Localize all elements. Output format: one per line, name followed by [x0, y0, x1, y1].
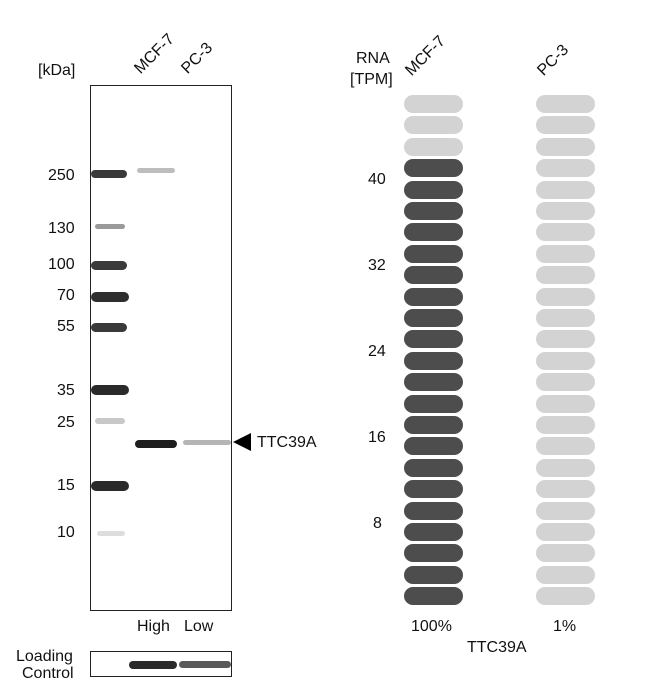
- rna-mcf7-segment: [404, 480, 463, 499]
- rna-mcf7-segment: [404, 351, 463, 370]
- rna-mcf7-segment: [404, 309, 463, 327]
- marker-label-10: 10: [57, 524, 75, 541]
- ladder-band-130: [95, 224, 125, 229]
- marker-label-35: 35: [57, 382, 75, 399]
- rna-pc3-segment: [536, 501, 595, 520]
- rna-pc3-segment: [536, 116, 595, 135]
- kda-unit-label: [kDa]: [38, 62, 76, 79]
- rna-pc3-segment: [536, 373, 595, 392]
- rna-mcf7-segment: [404, 458, 463, 477]
- rna-percent-pc3: 1%: [553, 618, 577, 635]
- rna-mcf7-segment: [404, 266, 463, 285]
- loading-control-blot: [90, 651, 232, 677]
- rna-mcf7-segment: [404, 223, 463, 242]
- rna-mcf7-segment: [404, 116, 463, 135]
- rna-pc3-segment: [536, 437, 595, 456]
- rna-pc3-segment: [536, 266, 595, 285]
- mcf7-target-band: [135, 440, 177, 448]
- rna-tick-24: 24: [368, 343, 386, 360]
- rna-pc3-segment: [536, 480, 595, 499]
- rna-mcf7-segment: [404, 416, 463, 434]
- target-protein-label: TTC39A: [257, 434, 317, 451]
- pc3-target-band: [183, 440, 231, 445]
- rna-bar-mcf7: [404, 0, 464, 610]
- marker-label-250: 250: [48, 167, 75, 184]
- expression-label-low: Low: [184, 618, 214, 635]
- rna-pc3-segment: [536, 351, 595, 370]
- rna-pc3-segment: [536, 244, 595, 263]
- rna-pc3-segment: [536, 330, 595, 349]
- ladder-band-10: [97, 531, 125, 536]
- rna-mcf7-segment: [404, 437, 463, 456]
- rna-tick-32: 32: [368, 257, 386, 274]
- expression-label-high: High: [137, 618, 170, 635]
- marker-label-130: 130: [48, 220, 75, 237]
- rna-pc3-segment: [536, 223, 595, 242]
- rna-tick-8: 8: [373, 515, 382, 532]
- rna-mcf7-segment: [404, 565, 463, 584]
- rna-mcf7-segment: [404, 137, 463, 156]
- rna-gene-label: TTC39A: [467, 639, 527, 656]
- rna-pc3-segment: [536, 544, 595, 563]
- loading-band-pc3: [179, 661, 231, 668]
- marker-label-55: 55: [57, 318, 75, 335]
- target-arrow-icon: [233, 433, 251, 451]
- rna-tick-40: 40: [368, 171, 386, 188]
- rna-pc3-segment: [536, 159, 595, 178]
- rna-pc3-segment: [536, 287, 595, 306]
- marker-label-15: 15: [57, 477, 75, 494]
- rna-mcf7-segment: [404, 202, 463, 220]
- rna-mcf7-segment: [404, 244, 463, 263]
- rna-mcf7-segment: [404, 373, 463, 392]
- rna-pc3-segment: [536, 416, 595, 434]
- mcf7-high-mw-band: [137, 168, 175, 173]
- rna-title-line1: RNA: [356, 50, 390, 67]
- marker-label-100: 100: [48, 256, 75, 273]
- rna-pc3-segment: [536, 95, 595, 113]
- lane-label-pc3: PC-3: [178, 39, 217, 78]
- rna-mcf7-segment: [404, 394, 463, 413]
- loading-band-mcf7: [129, 661, 177, 669]
- loading-control-label-line2: Control: [22, 665, 74, 682]
- ladder-band-25: [95, 418, 125, 424]
- ladder-band-55: [91, 323, 127, 332]
- marker-label-25: 25: [57, 414, 75, 431]
- rna-pc3-segment: [536, 565, 595, 584]
- ladder-band-70: [91, 292, 129, 302]
- western-blot-image: [90, 85, 232, 611]
- rna-pc3-segment: [536, 587, 595, 606]
- marker-label-70: 70: [57, 287, 75, 304]
- lane-label-mcf7: MCF-7: [131, 30, 178, 78]
- rna-mcf7-segment: [404, 287, 463, 306]
- rna-mcf7-segment: [404, 95, 463, 113]
- rna-mcf7-segment: [404, 330, 463, 349]
- rna-pc3-segment: [536, 523, 595, 541]
- rna-pc3-segment: [536, 394, 595, 413]
- rna-pc3-segment: [536, 309, 595, 327]
- rna-mcf7-segment: [404, 544, 463, 563]
- rna-mcf7-segment: [404, 159, 463, 178]
- rna-mcf7-segment: [404, 587, 463, 606]
- ladder-band-15: [91, 481, 129, 491]
- rna-percent-mcf7: 100%: [411, 618, 452, 635]
- rna-mcf7-segment: [404, 501, 463, 520]
- rna-pc3-segment: [536, 180, 595, 199]
- ladder-band-100: [91, 261, 127, 270]
- rna-bar-pc3: [536, 0, 596, 610]
- rna-mcf7-segment: [404, 180, 463, 199]
- loading-control-label-line1: Loading: [16, 648, 73, 665]
- rna-mcf7-segment: [404, 523, 463, 541]
- ladder-band-35: [91, 385, 129, 395]
- rna-pc3-segment: [536, 202, 595, 220]
- rna-pc3-segment: [536, 458, 595, 477]
- ladder-band-250: [91, 170, 127, 178]
- rna-title-line2: [TPM]: [350, 71, 393, 88]
- rna-pc3-segment: [536, 137, 595, 156]
- rna-tick-16: 16: [368, 429, 386, 446]
